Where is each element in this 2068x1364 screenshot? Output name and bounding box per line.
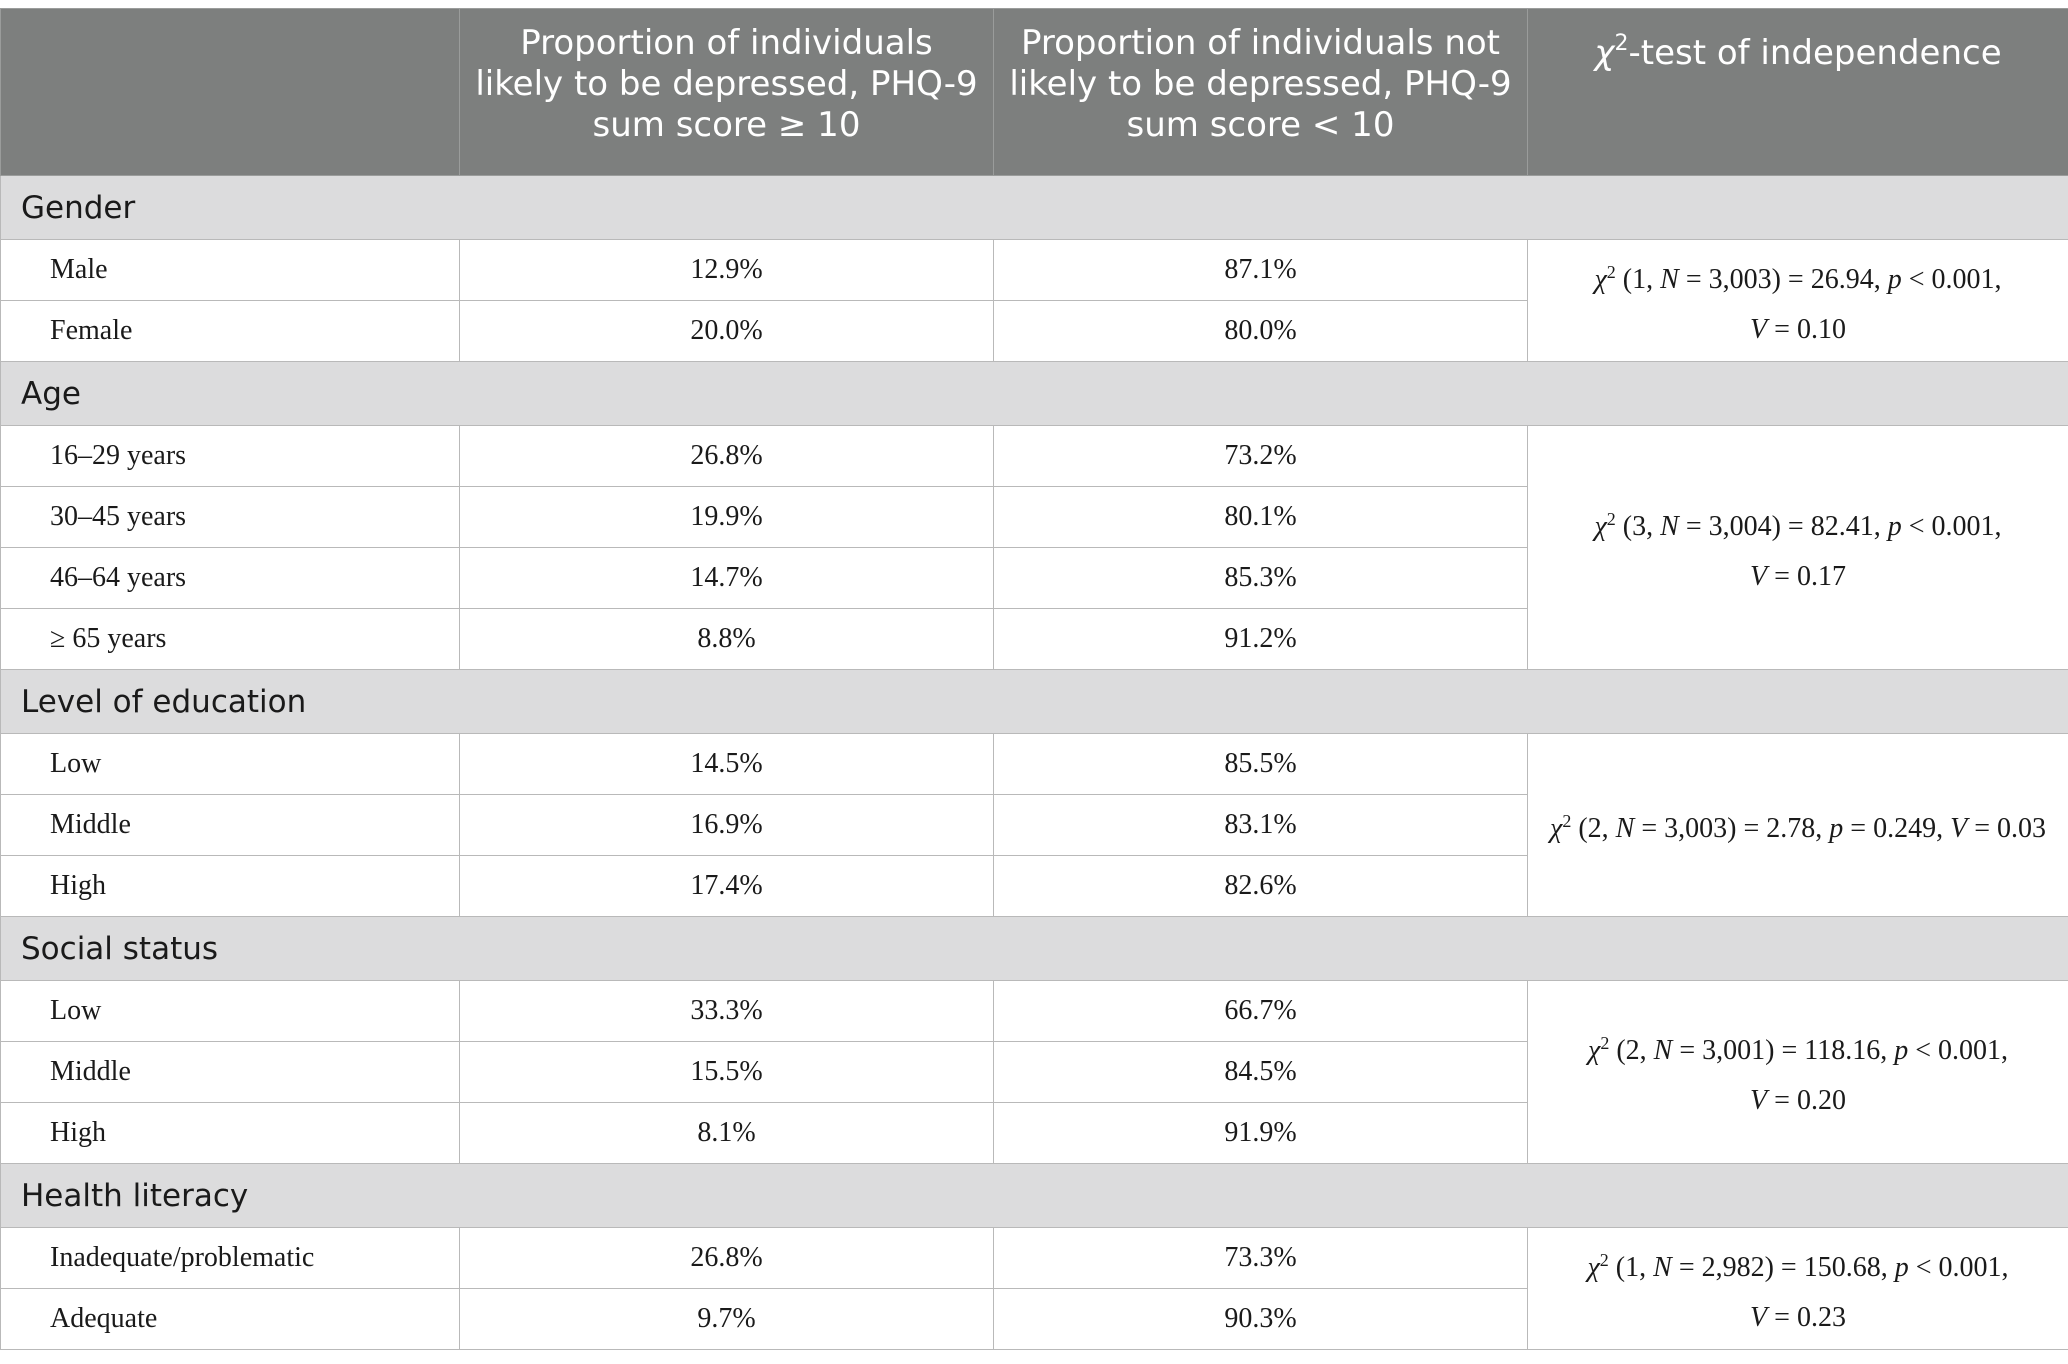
section-heading: Social status — [0, 916, 2068, 981]
likely-depressed-value: 16.9% — [459, 794, 994, 856]
row-label: Middle — [0, 794, 460, 856]
row-label: Low — [0, 980, 460, 1042]
row-label: 46–64 years — [0, 547, 460, 609]
table-row: Female 20.0% 80.0% — [0, 300, 2068, 362]
chi-square-line-2: V = 0.20 — [1750, 1085, 1846, 1116]
likely-depressed-value: 8.8% — [459, 608, 994, 670]
table-row: Inadequate/problematic 26.8% 73.3% χ2 (1, N… — [0, 1227, 2068, 1350]
row-label: Low — [0, 733, 460, 795]
likely-depressed-value: 17.4% — [459, 855, 994, 917]
section-row: Health literacy — [0, 1163, 2068, 1228]
likely-depressed-value: 26.8% — [459, 1227, 994, 1289]
table-row: Adequate 9.7% 90.3% — [0, 1288, 2068, 1350]
row-label: 30–45 years — [0, 486, 460, 548]
likely-depressed-value: 8.1% — [459, 1102, 994, 1164]
chi-square-result: χ2 (1, N = 3,003) = 26.94, p < 0.001, V =… — [1527, 239, 2068, 362]
likely-depressed-value: 14.5% — [459, 733, 994, 795]
table-row: Low 14.5% 85.5% χ2 (2, N = 3,003) = 2.78, p… — [0, 733, 2068, 917]
table-header-row: Proportion of individuals likely to be d… — [0, 8, 2068, 176]
chi-square-line-2: V = 0.17 — [1750, 560, 1846, 592]
chi-square-result: χ2 (1, N = 2,982) = 150.68, p < 0.001, V … — [1527, 1227, 2068, 1350]
not-likely-depressed-value: 91.2% — [993, 608, 1528, 670]
chi-square-result: χ2 (3, N = 3,004) = 82.41, p < 0.001, V =… — [1527, 425, 2068, 670]
section-heading: Level of education — [0, 669, 2068, 734]
section-row: Level of education — [0, 669, 2068, 734]
not-likely-depressed-value: 82.6% — [993, 855, 1528, 917]
section-heading: Health literacy — [0, 1163, 2068, 1228]
table-row: Middle 15.5% 84.5% — [0, 1041, 2068, 1103]
likely-depressed-value: 12.9% — [459, 239, 994, 301]
not-likely-depressed-value: 73.3% — [993, 1227, 1528, 1289]
likely-depressed-value: 19.9% — [459, 486, 994, 548]
not-likely-depressed-value: 91.9% — [993, 1102, 1528, 1164]
section-row: Age — [0, 361, 2068, 426]
section-row: Gender — [0, 175, 2068, 240]
row-label: High — [0, 1102, 460, 1164]
section-heading: Age — [0, 361, 2068, 426]
not-likely-depressed-value: 85.5% — [993, 733, 1528, 795]
row-label: ≥ 65 years — [0, 608, 460, 670]
table-row: Middle 16.9% 83.1% — [0, 794, 2068, 856]
header-chi-superscript: 2 — [1614, 31, 1629, 56]
table-row: 16–29 years 26.8% 73.2% χ2 (3, N = 3,004) =… — [0, 425, 2068, 670]
row-label: High — [0, 855, 460, 917]
section-row: Social status — [0, 916, 2068, 981]
header-cell-not-likely-depressed: Proportion of individuals not likely to … — [993, 8, 1528, 176]
chi-square-line-1: χ2 (1, N = 2,982) = 150.68, p < 0.001, — [1587, 1249, 2009, 1283]
likely-depressed-value: 9.7% — [459, 1288, 994, 1350]
table-row: High 8.1% 91.9% — [0, 1102, 2068, 1164]
not-likely-depressed-value: 73.2% — [993, 425, 1528, 487]
likely-depressed-value: 14.7% — [459, 547, 994, 609]
row-label: Female — [0, 300, 460, 362]
not-likely-depressed-value: 80.0% — [993, 300, 1528, 362]
row-label: Inadequate/problematic — [0, 1227, 460, 1289]
results-table: Proportion of individuals likely to be d… — [0, 8, 2068, 1350]
not-likely-depressed-value: 66.7% — [993, 980, 1528, 1042]
header-cell-chi-square-test: χ2-test of independence — [1527, 8, 2068, 176]
section-heading: Gender — [0, 175, 2068, 240]
likely-depressed-value: 20.0% — [459, 300, 994, 362]
chi-square-line-1: χ2 (1, N = 3,003) = 26.94, p < 0.001, — [1594, 261, 2002, 295]
not-likely-depressed-value: 80.1% — [993, 486, 1528, 548]
chi-square-line-1: χ2 (2, N = 3,001) = 118.16, p < 0.001, — [1587, 1033, 2009, 1066]
likely-depressed-value: 26.8% — [459, 425, 994, 487]
row-label: Adequate — [0, 1288, 460, 1350]
not-likely-depressed-value: 87.1% — [993, 239, 1528, 301]
not-likely-depressed-value: 85.3% — [993, 547, 1528, 609]
table-row: ≥ 65 years 8.8% 91.2% — [0, 608, 2068, 670]
header-test-text: -test of independence — [1628, 33, 2002, 73]
chi-square-result: χ2 (2, N = 3,003) = 2.78, p = 0.249, V =… — [1527, 733, 2068, 917]
row-label: Middle — [0, 1041, 460, 1103]
likely-depressed-value: 15.5% — [459, 1041, 994, 1103]
chi-square-line-2: V = 0.23 — [1750, 1301, 1846, 1333]
chi-square-result: χ2 (2, N = 3,001) = 118.16, p < 0.001, V … — [1527, 980, 2068, 1164]
table-row: Male 12.9% 87.1% χ2 (1, N = 3,003) = 26.94,… — [0, 239, 2068, 362]
not-likely-depressed-value: 90.3% — [993, 1288, 1528, 1350]
chi-square-line-1: χ2 (3, N = 3,004) = 82.41, p < 0.001, — [1594, 508, 2002, 542]
not-likely-depressed-value: 83.1% — [993, 794, 1528, 856]
row-label: 16–29 years — [0, 425, 460, 487]
table-row: Low 33.3% 66.7% χ2 (2, N = 3,001) = 118.16,… — [0, 980, 2068, 1164]
chi-square-line: χ2 (2, N = 3,003) = 2.78, p = 0.249, V =… — [1550, 811, 2046, 844]
not-likely-depressed-value: 84.5% — [993, 1041, 1528, 1103]
likely-depressed-value: 33.3% — [459, 980, 994, 1042]
table-row: High 17.4% 82.6% — [0, 855, 2068, 917]
header-cell-likely-depressed: Proportion of individuals likely to be d… — [459, 8, 994, 176]
header-chi-symbol: χ — [1594, 33, 1615, 73]
header-cell-empty — [0, 8, 460, 176]
table-body: Gender Male 12.9% 87.1% χ2 (1, N = 3,003) = … — [0, 175, 2068, 1350]
chi-square-line-2: V = 0.10 — [1750, 313, 1846, 345]
row-label: Male — [0, 239, 460, 301]
table-row: 46–64 years 14.7% 85.3% — [0, 547, 2068, 609]
